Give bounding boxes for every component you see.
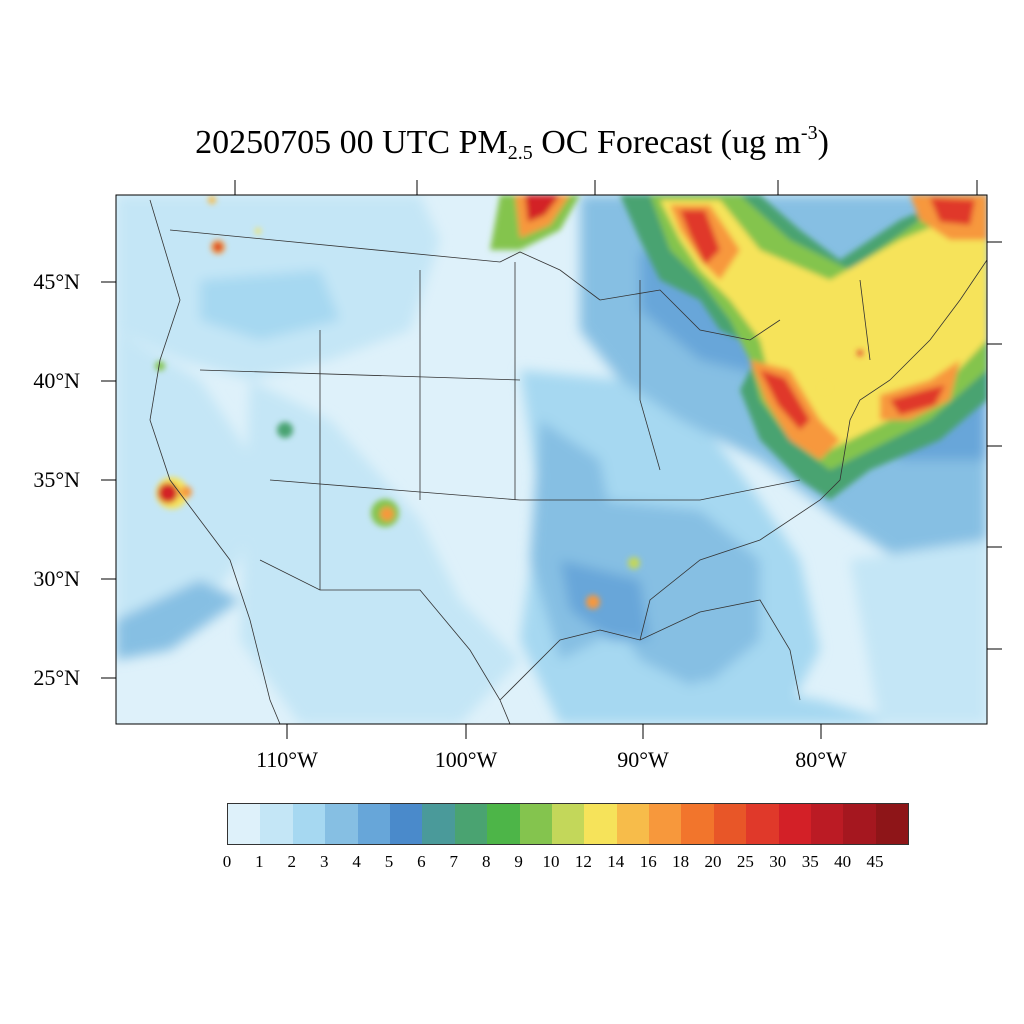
lon-label-110w: 110°W	[256, 747, 318, 772]
colorbar-cell	[681, 804, 714, 844]
colorbar-cell	[551, 804, 585, 844]
colorbar-label: 9	[514, 852, 523, 871]
colorbar-label: 40	[834, 852, 852, 871]
map-title: 20250705 00 UTC PM2.5 OC Forecast (ug m-…	[195, 122, 829, 164]
lat-label-35n: 35°N	[33, 467, 80, 492]
colorbar-cell	[422, 804, 455, 844]
colorbar-cell	[778, 804, 812, 844]
colorbar-label: 16	[639, 852, 657, 871]
colorbar-cell	[811, 804, 844, 844]
colorbar-cell	[649, 804, 682, 844]
colorbar-label: 6	[417, 852, 426, 871]
colorbar-label: 7	[449, 852, 459, 871]
colorbar-cell	[746, 804, 779, 844]
colorbar-cell	[843, 804, 876, 844]
colorbar-cell	[519, 804, 552, 844]
colorbar-label: 1	[255, 852, 264, 871]
colorbar-label: 10	[542, 852, 560, 871]
colorbar-label: 4	[352, 852, 361, 871]
colorbar-label: 5	[384, 852, 394, 871]
concentration-field	[116, 195, 987, 724]
axis-ticks	[101, 180, 1002, 739]
lon-label-80w: 80°W	[795, 747, 847, 772]
colorbar-label: 2	[287, 852, 297, 871]
lat-label-45n: 45°N	[33, 269, 80, 294]
map-frame	[115, 194, 988, 725]
colorbar-cell	[487, 804, 520, 844]
lat-label-30n: 30°N	[33, 566, 80, 591]
colorbar-label: 30	[769, 852, 787, 871]
colorbar-label: 35	[801, 852, 819, 871]
colorbar-label: 45	[866, 852, 884, 871]
colorbar-cell	[389, 804, 423, 844]
colorbar	[227, 803, 910, 845]
colorbar-cell	[454, 804, 488, 844]
lon-label-100w: 100°W	[434, 747, 498, 772]
colorbar-cell	[260, 804, 293, 844]
colorbar-cell	[292, 804, 326, 844]
colorbar-cell	[228, 804, 261, 844]
colorbar-label: 18	[672, 852, 690, 871]
colorbar-label: 0	[222, 852, 232, 871]
lat-label-40n: 40°N	[33, 368, 80, 393]
lon-label-90w: 90°W	[617, 747, 669, 772]
colorbar-cell	[875, 804, 909, 844]
colorbar-labels: 0 1 2 3 4 5 6 7 8 9 10 12 14 16 18 20 25 30 35 40 45	[0, 852, 1024, 876]
colorbar-label: 8	[481, 852, 491, 871]
colorbar-label: 12	[574, 852, 592, 871]
boundary-lines	[149, 199, 987, 724]
colorbar-label: 20	[704, 852, 722, 871]
lat-label-25n: 25°N	[33, 665, 80, 690]
colorbar-cell	[325, 804, 358, 844]
colorbar-cell	[584, 804, 617, 844]
colorbar-label: 3	[319, 852, 329, 871]
colorbar-cell	[616, 804, 650, 844]
colorbar-label: 25	[736, 852, 754, 871]
colorbar-cell	[357, 804, 390, 844]
colorbar-cell	[713, 804, 747, 844]
colorbar-label: 14	[607, 852, 625, 871]
